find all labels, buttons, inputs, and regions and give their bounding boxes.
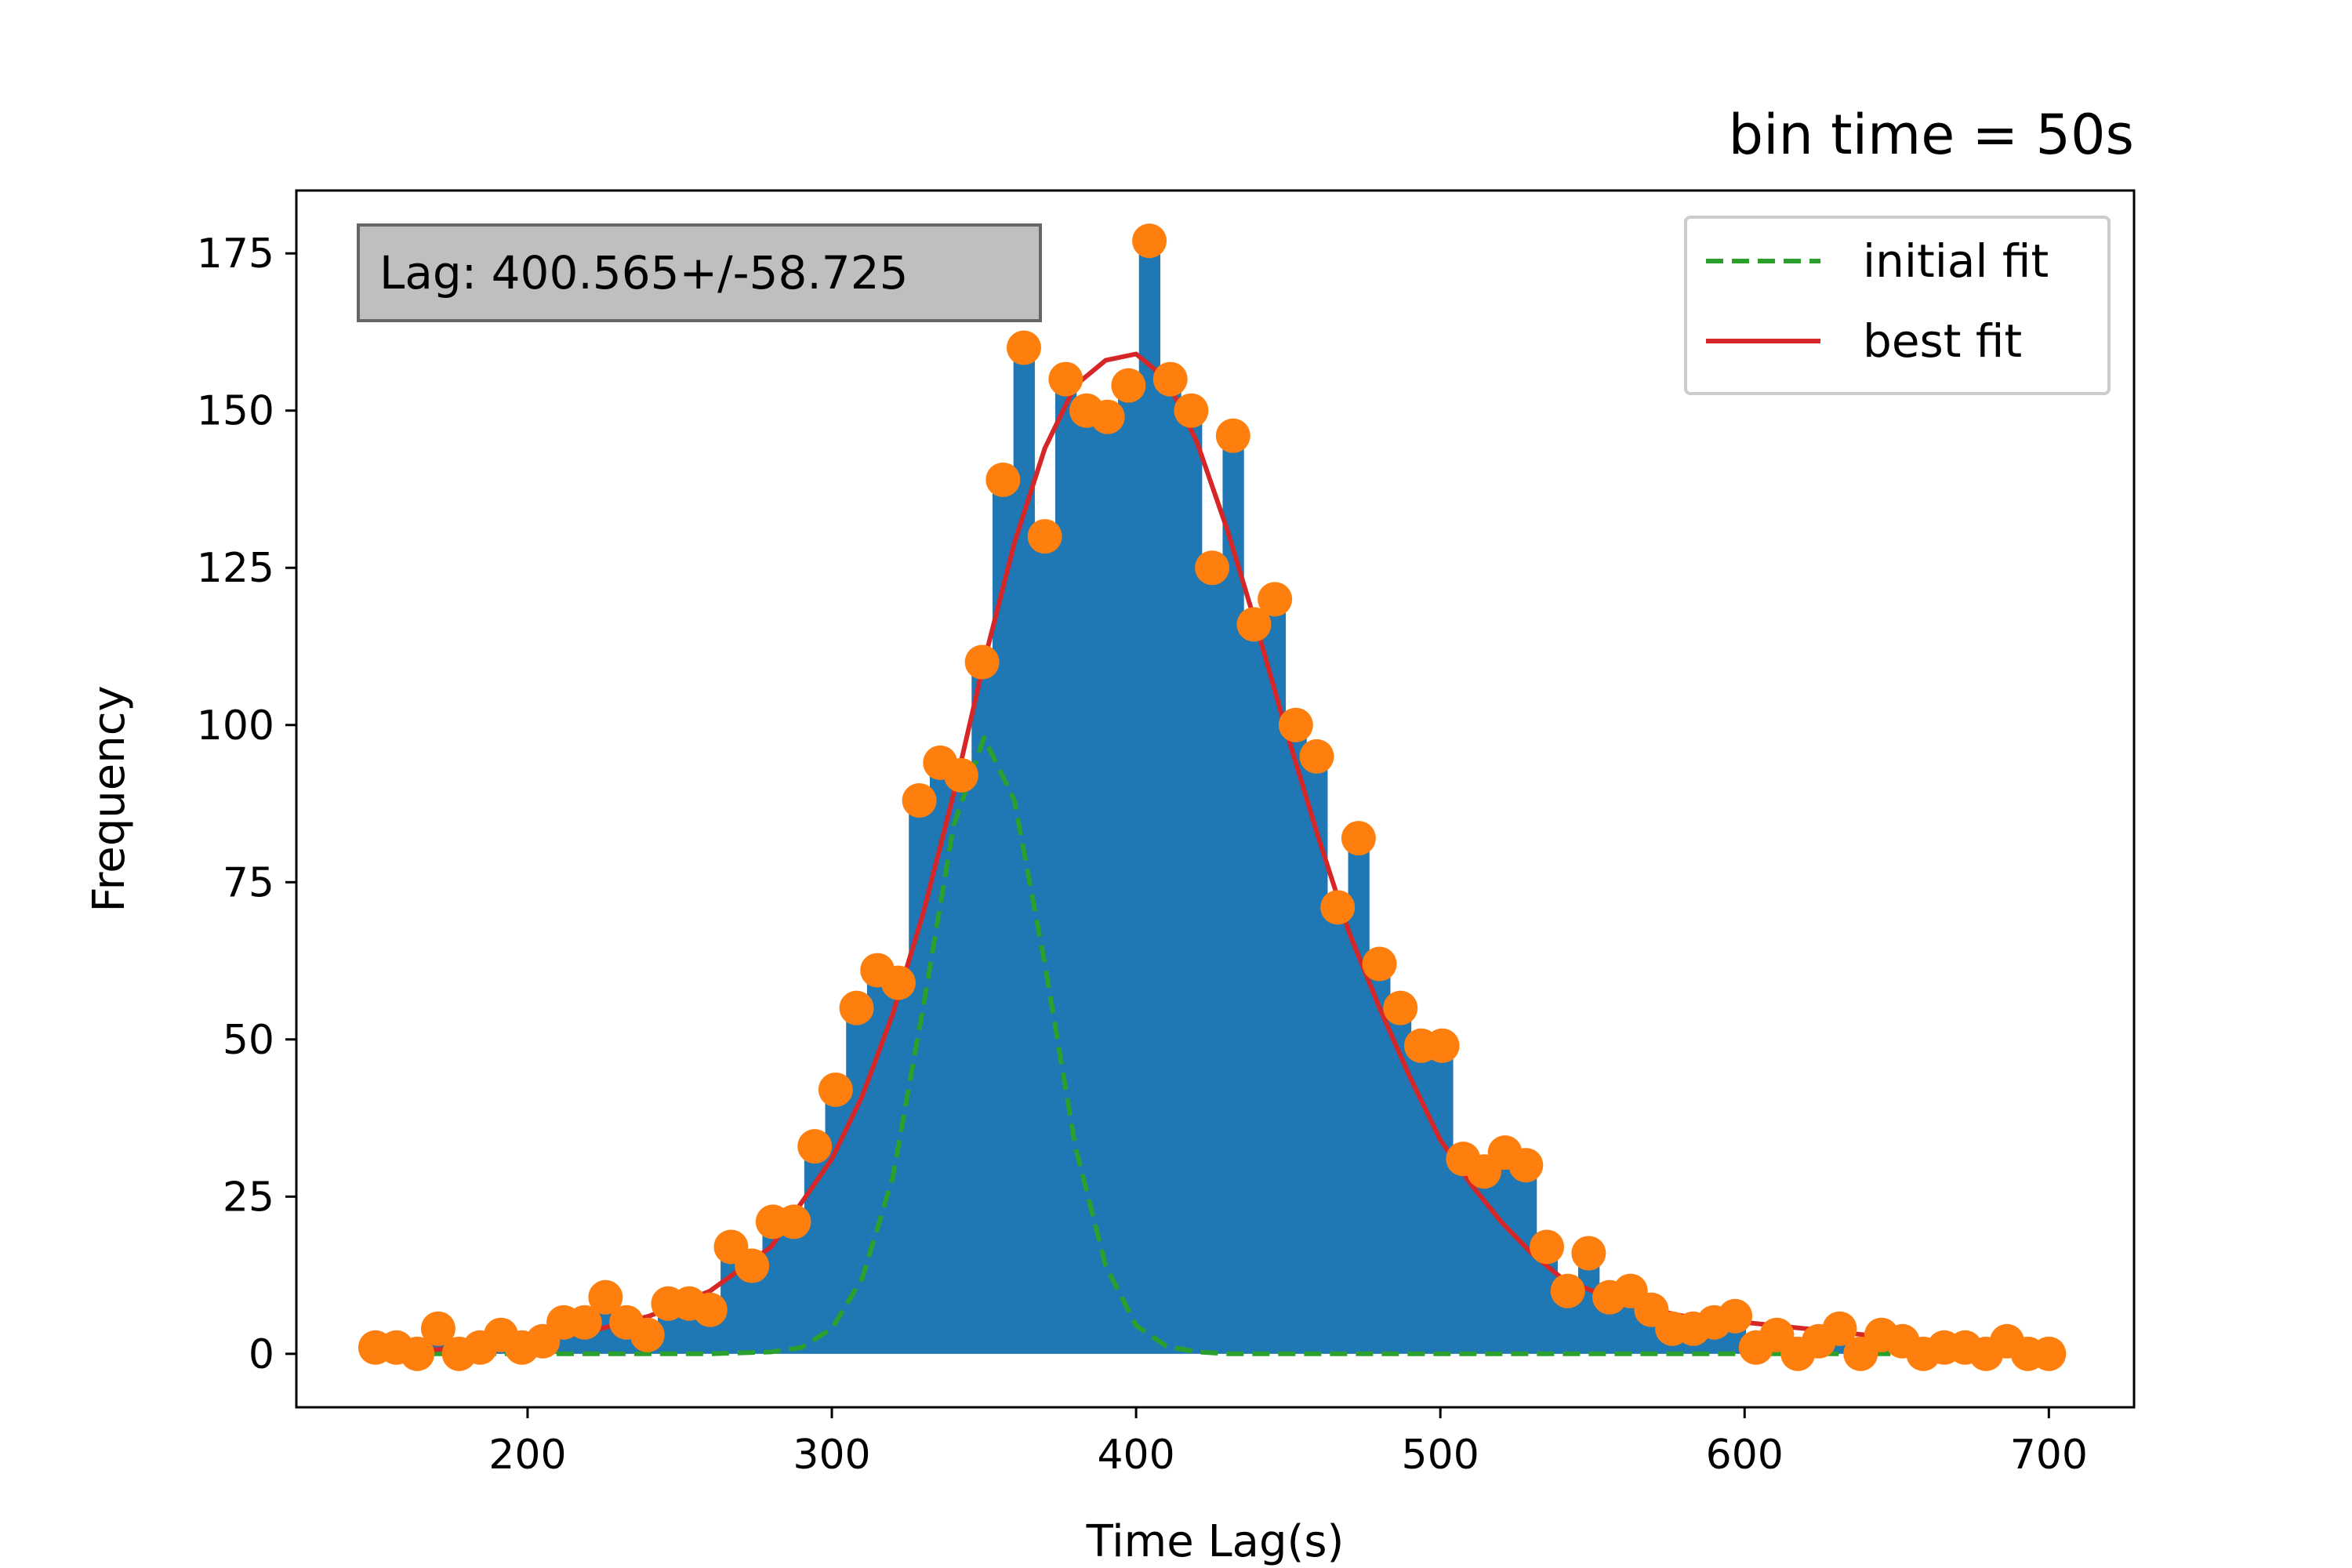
x-tick-label: 300: [793, 1432, 870, 1479]
histogram-bar: [1452, 1159, 1475, 1354]
data-point: [1278, 707, 1313, 742]
histogram-bar: [1389, 1007, 1412, 1354]
data-point: [1571, 1236, 1606, 1271]
data-point: [1718, 1298, 1753, 1334]
data-point: [1341, 821, 1376, 856]
histogram-bar: [1097, 416, 1119, 1354]
x-tick-label: 700: [2010, 1432, 2088, 1479]
histogram-bar: [1076, 410, 1098, 1354]
data-point: [692, 1292, 728, 1327]
y-axis-ticks: 0 25 50 75 100 125 150 175: [197, 230, 296, 1378]
histogram-bar: [1285, 724, 1307, 1354]
data-point: [1236, 607, 1272, 642]
histogram-bar: [1222, 435, 1244, 1354]
plot-frame: [295, 189, 2136, 1409]
data-point: [1111, 368, 1146, 403]
data-point: [1320, 890, 1356, 925]
x-axis-ticks: 200 300 400 500 600 700: [488, 1407, 2088, 1479]
data-point: [1027, 519, 1062, 554]
histogram-bar: [1327, 907, 1349, 1354]
data-point: [985, 462, 1021, 497]
annotation-text: Lag: 400.565+/-58.725: [379, 246, 909, 299]
x-tick-label: 600: [1706, 1432, 1784, 1479]
histogram-bar: [825, 1089, 847, 1354]
data-point: [567, 1305, 602, 1340]
histogram-bar: [1494, 1152, 1516, 1354]
data-point: [818, 1072, 853, 1107]
data-point: [1550, 1273, 1585, 1308]
histogram-bar: [1160, 379, 1181, 1354]
histogram-bar: [1034, 536, 1056, 1354]
data-point: [1258, 582, 1293, 617]
data-point: [1048, 361, 1083, 397]
points-layer: [358, 223, 2067, 1371]
annotation-box: Lag: 400.565+/-58.725: [357, 223, 1042, 322]
histogram-bar: [1138, 241, 1161, 1354]
data-point: [1152, 361, 1188, 397]
data-point: [776, 1204, 811, 1240]
data-point: [943, 757, 978, 793]
histogram-bar: [1181, 410, 1203, 1354]
annotation-background: [357, 223, 1042, 322]
legend-label-best-fit: best fit: [1863, 314, 2022, 368]
histogram-bar: [1201, 568, 1224, 1354]
histogram-bar: [1243, 624, 1265, 1354]
data-point: [1425, 1028, 1460, 1063]
chart-title: bin time = 50s: [1729, 103, 2134, 167]
data-point: [1508, 1148, 1544, 1183]
histogram-bar: [1118, 385, 1140, 1354]
data-point: [735, 1248, 770, 1283]
data-point: [400, 1336, 435, 1371]
y-tick-label: 50: [223, 1017, 274, 1064]
data-point: [630, 1317, 665, 1352]
legend-label-initial-fit: initial fit: [1863, 234, 2049, 288]
data-point: [797, 1129, 833, 1164]
data-point: [1195, 550, 1230, 586]
data-point: [964, 644, 1000, 680]
data-point: [902, 783, 937, 818]
histogram-bar: [950, 775, 972, 1354]
y-tick-label: 125: [197, 545, 274, 592]
data-point: [1006, 330, 1041, 365]
histogram-bar: [1348, 838, 1370, 1354]
data-point: [1299, 739, 1334, 774]
y-tick-label: 150: [197, 388, 274, 435]
data-point: [1362, 946, 1397, 982]
data-point: [420, 1311, 456, 1346]
histogram-bar: [992, 479, 1014, 1354]
data-point: [1090, 399, 1125, 434]
data-point: [1215, 418, 1250, 453]
histogram-bar: [804, 1146, 826, 1354]
y-tick-label: 175: [197, 230, 274, 278]
legend: initial fit best fit: [1684, 216, 2111, 395]
data-point: [1132, 223, 1167, 259]
y-tick-label: 25: [223, 1174, 274, 1221]
data-point: [1530, 1229, 1565, 1265]
y-tick-label: 100: [197, 702, 274, 750]
x-tick-label: 400: [1097, 1432, 1174, 1479]
data-point: [880, 965, 916, 1000]
histogram-bar: [1410, 1045, 1432, 1354]
x-tick-label: 200: [488, 1432, 566, 1479]
x-axis-title: Time Lag(s): [1086, 1516, 1345, 1567]
histogram-bar: [1432, 1045, 1454, 1354]
histogram-bar: [1515, 1165, 1537, 1354]
histogram-bar: [783, 1221, 805, 1354]
y-axis-title: Frequency: [84, 685, 135, 912]
y-tick-label: 75: [223, 859, 274, 906]
data-point: [2031, 1336, 2067, 1371]
histogram-bar: [887, 982, 909, 1354]
data-point: [1174, 393, 1209, 428]
histogram-bar: [1055, 379, 1077, 1354]
x-tick-label: 500: [1402, 1432, 1479, 1479]
y-tick-label: 0: [249, 1331, 274, 1378]
data-point: [1822, 1311, 1857, 1346]
histogram-bar: [1306, 756, 1328, 1354]
data-point: [1383, 990, 1418, 1025]
data-point: [839, 990, 874, 1025]
data-point: [588, 1279, 623, 1315]
